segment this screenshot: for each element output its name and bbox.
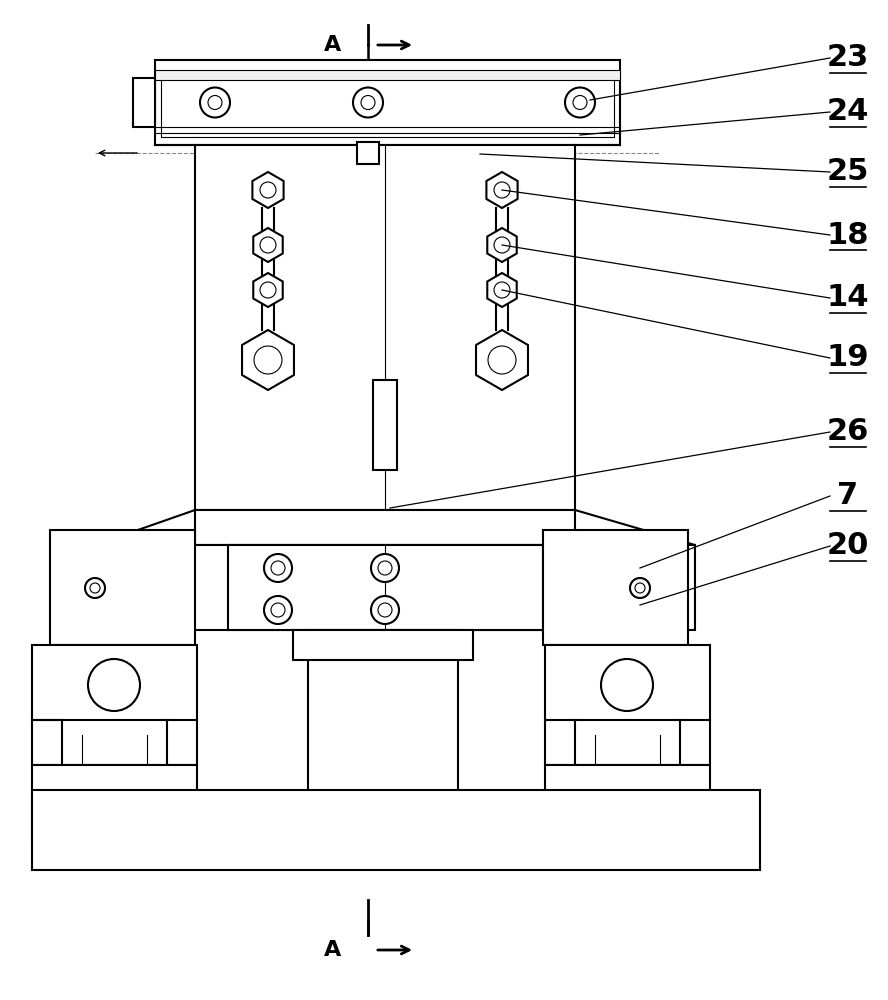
Circle shape [353,88,383,117]
Text: A: A [324,35,342,55]
Bar [545,765,710,845]
Circle shape [271,603,285,617]
Polygon shape [487,172,518,208]
Bar [155,70,620,80]
Circle shape [494,282,510,298]
Bar [133,78,155,127]
Circle shape [630,578,650,598]
Circle shape [260,237,276,253]
Bar [195,145,575,510]
Polygon shape [252,172,283,208]
Circle shape [371,596,399,624]
Polygon shape [253,273,282,307]
Bar [95,545,695,630]
Circle shape [378,603,392,617]
Text: 7: 7 [837,482,859,510]
Bar [32,765,197,845]
Circle shape [378,561,392,575]
Bar [373,380,397,470]
Text: 14: 14 [827,284,869,312]
Bar [308,630,458,865]
Circle shape [254,346,282,374]
Circle shape [371,554,399,582]
Polygon shape [476,330,528,390]
Circle shape [271,561,285,575]
Text: 24: 24 [827,98,869,126]
Circle shape [264,596,292,624]
Circle shape [488,346,516,374]
Bar [155,60,620,145]
Circle shape [361,96,375,109]
Text: 26: 26 [827,418,869,446]
Text: 25: 25 [827,157,869,186]
Bar [32,645,197,765]
Bar [161,72,614,137]
Bar [543,530,688,645]
Text: A: A [324,940,342,960]
Text: 19: 19 [827,344,869,372]
Bar [32,790,760,870]
Circle shape [635,583,645,593]
Text: 20: 20 [827,532,869,560]
Circle shape [260,282,276,298]
Circle shape [208,96,222,109]
Polygon shape [95,510,695,545]
Circle shape [573,96,587,109]
Circle shape [264,554,292,582]
Circle shape [601,659,653,711]
Polygon shape [488,273,517,307]
Bar [228,545,543,630]
Bar [545,645,710,765]
Bar [50,530,195,645]
Circle shape [88,659,140,711]
Circle shape [90,583,100,593]
Bar [293,630,473,660]
Polygon shape [488,228,517,262]
Circle shape [200,88,230,117]
Circle shape [565,88,595,117]
Polygon shape [242,330,294,390]
Circle shape [494,182,510,198]
Circle shape [494,237,510,253]
Polygon shape [253,228,282,262]
Circle shape [260,182,276,198]
Text: 23: 23 [827,43,869,73]
Circle shape [85,578,105,598]
Text: 18: 18 [827,221,869,249]
Bar [357,142,379,164]
